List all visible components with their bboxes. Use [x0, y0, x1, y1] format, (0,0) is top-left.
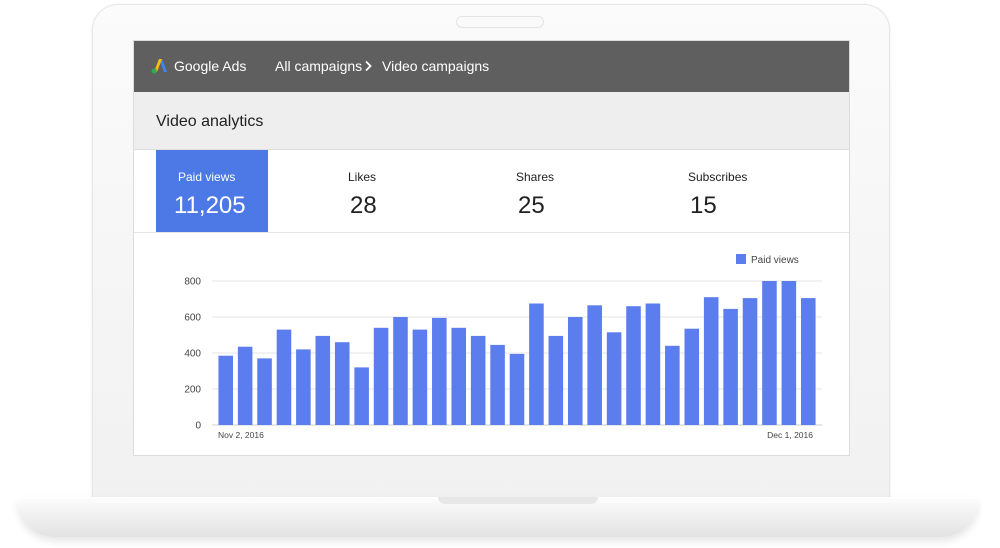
y-tick-label: 0: [195, 421, 201, 432]
bar[interactable]: [723, 308, 738, 425]
metric-value: 28: [350, 192, 377, 219]
metric-tab-likes[interactable]: Likes 28: [334, 150, 454, 232]
bar[interactable]: [567, 317, 583, 425]
bar[interactable]: [684, 328, 700, 425]
y-tick-label: 600: [184, 313, 201, 324]
bar[interactable]: [703, 297, 719, 425]
bar[interactable]: [257, 358, 272, 425]
metric-value: 11,205: [174, 192, 246, 219]
y-tick-label: 200: [184, 385, 201, 396]
bar[interactable]: [801, 298, 816, 425]
bar[interactable]: [393, 317, 408, 425]
laptop-base: [18, 497, 978, 537]
metric-value: 15: [690, 192, 717, 219]
page-header: Video analytics: [134, 92, 849, 150]
bar[interactable]: [470, 335, 486, 425]
bar[interactable]: [548, 335, 564, 425]
metrics-row: Paid views 11,205 Likes 28 Shares 25 Sub…: [134, 150, 849, 233]
bar[interactable]: [490, 344, 505, 425]
camera-notch: [456, 16, 544, 28]
bar[interactable]: [606, 332, 622, 425]
bar[interactable]: [334, 342, 350, 425]
bar[interactable]: [412, 329, 428, 425]
metric-label: Shares: [516, 170, 555, 184]
breadcrumb-video-campaigns[interactable]: Video campaigns: [382, 58, 490, 74]
bar[interactable]: [645, 303, 661, 426]
bar[interactable]: [451, 327, 467, 425]
bar[interactable]: [218, 355, 233, 425]
x-axis-label-start: Nov 2, 2016: [218, 430, 264, 440]
laptop-base-groove: [438, 497, 598, 504]
app-screen: Google Ads All campaigns Video campaigns…: [134, 41, 849, 455]
bar[interactable]: [509, 353, 525, 425]
y-tick-label: 800: [184, 277, 201, 288]
bar[interactable]: [315, 335, 331, 425]
metric-label: Likes: [348, 170, 377, 184]
bar[interactable]: [587, 305, 602, 425]
bar[interactable]: [296, 349, 311, 425]
metric-tab-paid-views[interactable]: Paid views 11,205: [156, 150, 268, 232]
metric-value: 25: [518, 192, 545, 219]
bar[interactable]: [432, 317, 447, 425]
legend-label: Paid views: [751, 255, 799, 266]
metric-tab-subscribes[interactable]: Subscribes 15: [674, 150, 804, 232]
bar[interactable]: [354, 367, 369, 425]
top-bar: Google Ads All campaigns Video campaigns: [134, 41, 849, 92]
bar[interactable]: [742, 298, 758, 425]
bar[interactable]: [781, 281, 797, 425]
legend-swatch: [736, 254, 746, 264]
brand-name: Google Ads: [174, 58, 247, 74]
bar[interactable]: [373, 327, 389, 425]
google-ads-logo-icon: [151, 59, 167, 74]
metric-label: Subscribes: [688, 170, 748, 184]
bar[interactable]: [626, 306, 641, 425]
x-axis-label-end: Dec 1, 2016: [767, 430, 813, 440]
page-title: Video analytics: [156, 113, 264, 130]
paid-views-bar-chart: 0 200 400 600 800 Paid views Nov 2, 2016 Dec…: [184, 254, 822, 440]
bar[interactable]: [237, 346, 253, 425]
bar[interactable]: [762, 281, 777, 425]
breadcrumb-all-campaigns[interactable]: All campaigns: [275, 58, 363, 74]
chevron-right-icon: [365, 60, 372, 72]
metric-label: Paid views: [178, 170, 236, 184]
bar[interactable]: [276, 329, 292, 425]
bar[interactable]: [665, 345, 680, 425]
y-tick-label: 400: [184, 349, 201, 360]
chart-area: 0 200 400 600 800 Paid views Nov 2, 2016 Dec…: [134, 233, 849, 455]
bar[interactable]: [529, 303, 544, 426]
metric-tab-shares[interactable]: Shares 25: [504, 150, 624, 232]
